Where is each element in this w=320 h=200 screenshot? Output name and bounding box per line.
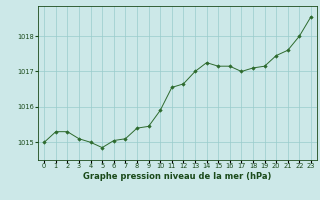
X-axis label: Graphe pression niveau de la mer (hPa): Graphe pression niveau de la mer (hPa) bbox=[84, 172, 272, 181]
